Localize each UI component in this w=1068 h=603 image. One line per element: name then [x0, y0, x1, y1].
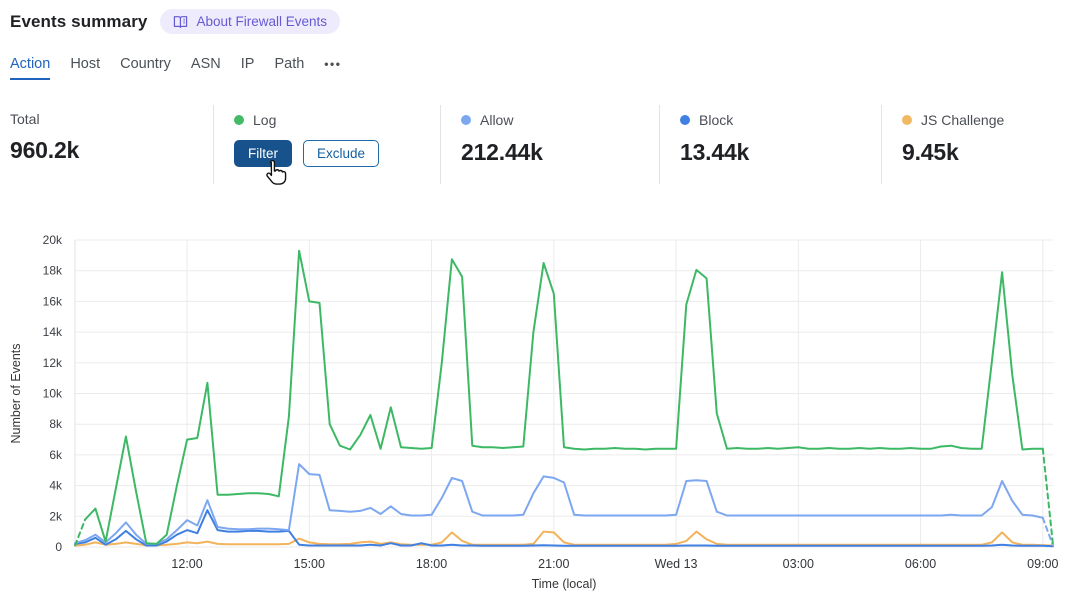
svg-text:2k: 2k — [49, 509, 63, 523]
filter-button[interactable]: Filter — [234, 140, 292, 167]
chart-area: 0 2k 4k 6k 8k 10k 12k 14k 16k 18k 20k 12:00 15:00 18:… — [0, 225, 1068, 598]
svg-text:09:00: 09:00 — [1027, 557, 1058, 571]
svg-text:20k: 20k — [43, 233, 63, 247]
svg-text:06:00: 06:00 — [905, 557, 936, 571]
events-timeseries-chart[interactable]: 0 2k 4k 6k 8k 10k 12k 14k 16k 18k 20k 12:00 15:00 18:… — [0, 225, 1068, 598]
svg-text:18k: 18k — [43, 264, 63, 278]
svg-text:18:00: 18:00 — [416, 557, 447, 571]
header: Events summary About Firewall Events — [10, 9, 341, 34]
svg-text:03:00: 03:00 — [783, 557, 814, 571]
js-challenge-color-dot — [902, 115, 912, 125]
block-value: 13.44k — [680, 139, 750, 165]
svg-text:Wed 13: Wed 13 — [655, 557, 698, 571]
tabs-more-button[interactable]: ••• — [324, 57, 342, 71]
stat-allow: Allow 212.44k — [440, 105, 659, 184]
svg-text:Time (local): Time (local) — [532, 577, 597, 591]
about-badge-label: About Firewall Events — [196, 14, 328, 29]
allow-color-dot — [461, 115, 471, 125]
total-label: Total — [10, 111, 40, 127]
svg-text:Number of Events: Number of Events — [9, 343, 23, 443]
stat-block: Block 13.44k — [659, 105, 881, 184]
about-firewall-events-badge[interactable]: About Firewall Events — [160, 9, 341, 34]
tab-asn[interactable]: ASN — [190, 56, 221, 72]
log-color-dot — [234, 115, 244, 125]
tab-action[interactable]: Action — [10, 56, 51, 80]
svg-text:15:00: 15:00 — [294, 557, 325, 571]
svg-text:14k: 14k — [43, 325, 63, 339]
total-value: 960.2k — [10, 137, 80, 163]
block-label: Block — [699, 112, 734, 128]
tab-bar: Action Host Country ASN IP Path ••• — [10, 56, 341, 80]
svg-text:6k: 6k — [49, 448, 63, 462]
tab-host[interactable]: Host — [70, 56, 101, 72]
svg-text:12:00: 12:00 — [171, 557, 202, 571]
svg-text:4k: 4k — [49, 479, 63, 493]
svg-text:10k: 10k — [43, 387, 63, 401]
log-label: Log — [253, 112, 277, 128]
tab-ip[interactable]: IP — [240, 56, 255, 72]
stats-row: Total 960.2k Log Filter Exclude Allow 21… — [0, 105, 1068, 184]
svg-text:12k: 12k — [43, 356, 63, 370]
page-title: Events summary — [10, 11, 148, 31]
stat-log: Log Filter Exclude — [213, 105, 440, 184]
svg-text:8k: 8k — [49, 417, 63, 431]
js-challenge-value: 9.45k — [902, 139, 959, 165]
svg-text:0: 0 — [55, 540, 62, 554]
js-challenge-label: JS Challenge — [921, 112, 1005, 128]
svg-text:21:00: 21:00 — [538, 557, 569, 571]
block-color-dot — [680, 115, 690, 125]
tab-country[interactable]: Country — [120, 56, 171, 72]
stat-total: Total 960.2k — [0, 105, 213, 184]
allow-label: Allow — [480, 112, 514, 128]
book-icon — [173, 15, 188, 29]
allow-value: 212.44k — [461, 139, 543, 165]
tab-path[interactable]: Path — [274, 56, 305, 72]
exclude-button[interactable]: Exclude — [303, 140, 380, 167]
stat-js-challenge: JS Challenge 9.45k — [881, 105, 1068, 184]
svg-text:16k: 16k — [43, 294, 63, 308]
